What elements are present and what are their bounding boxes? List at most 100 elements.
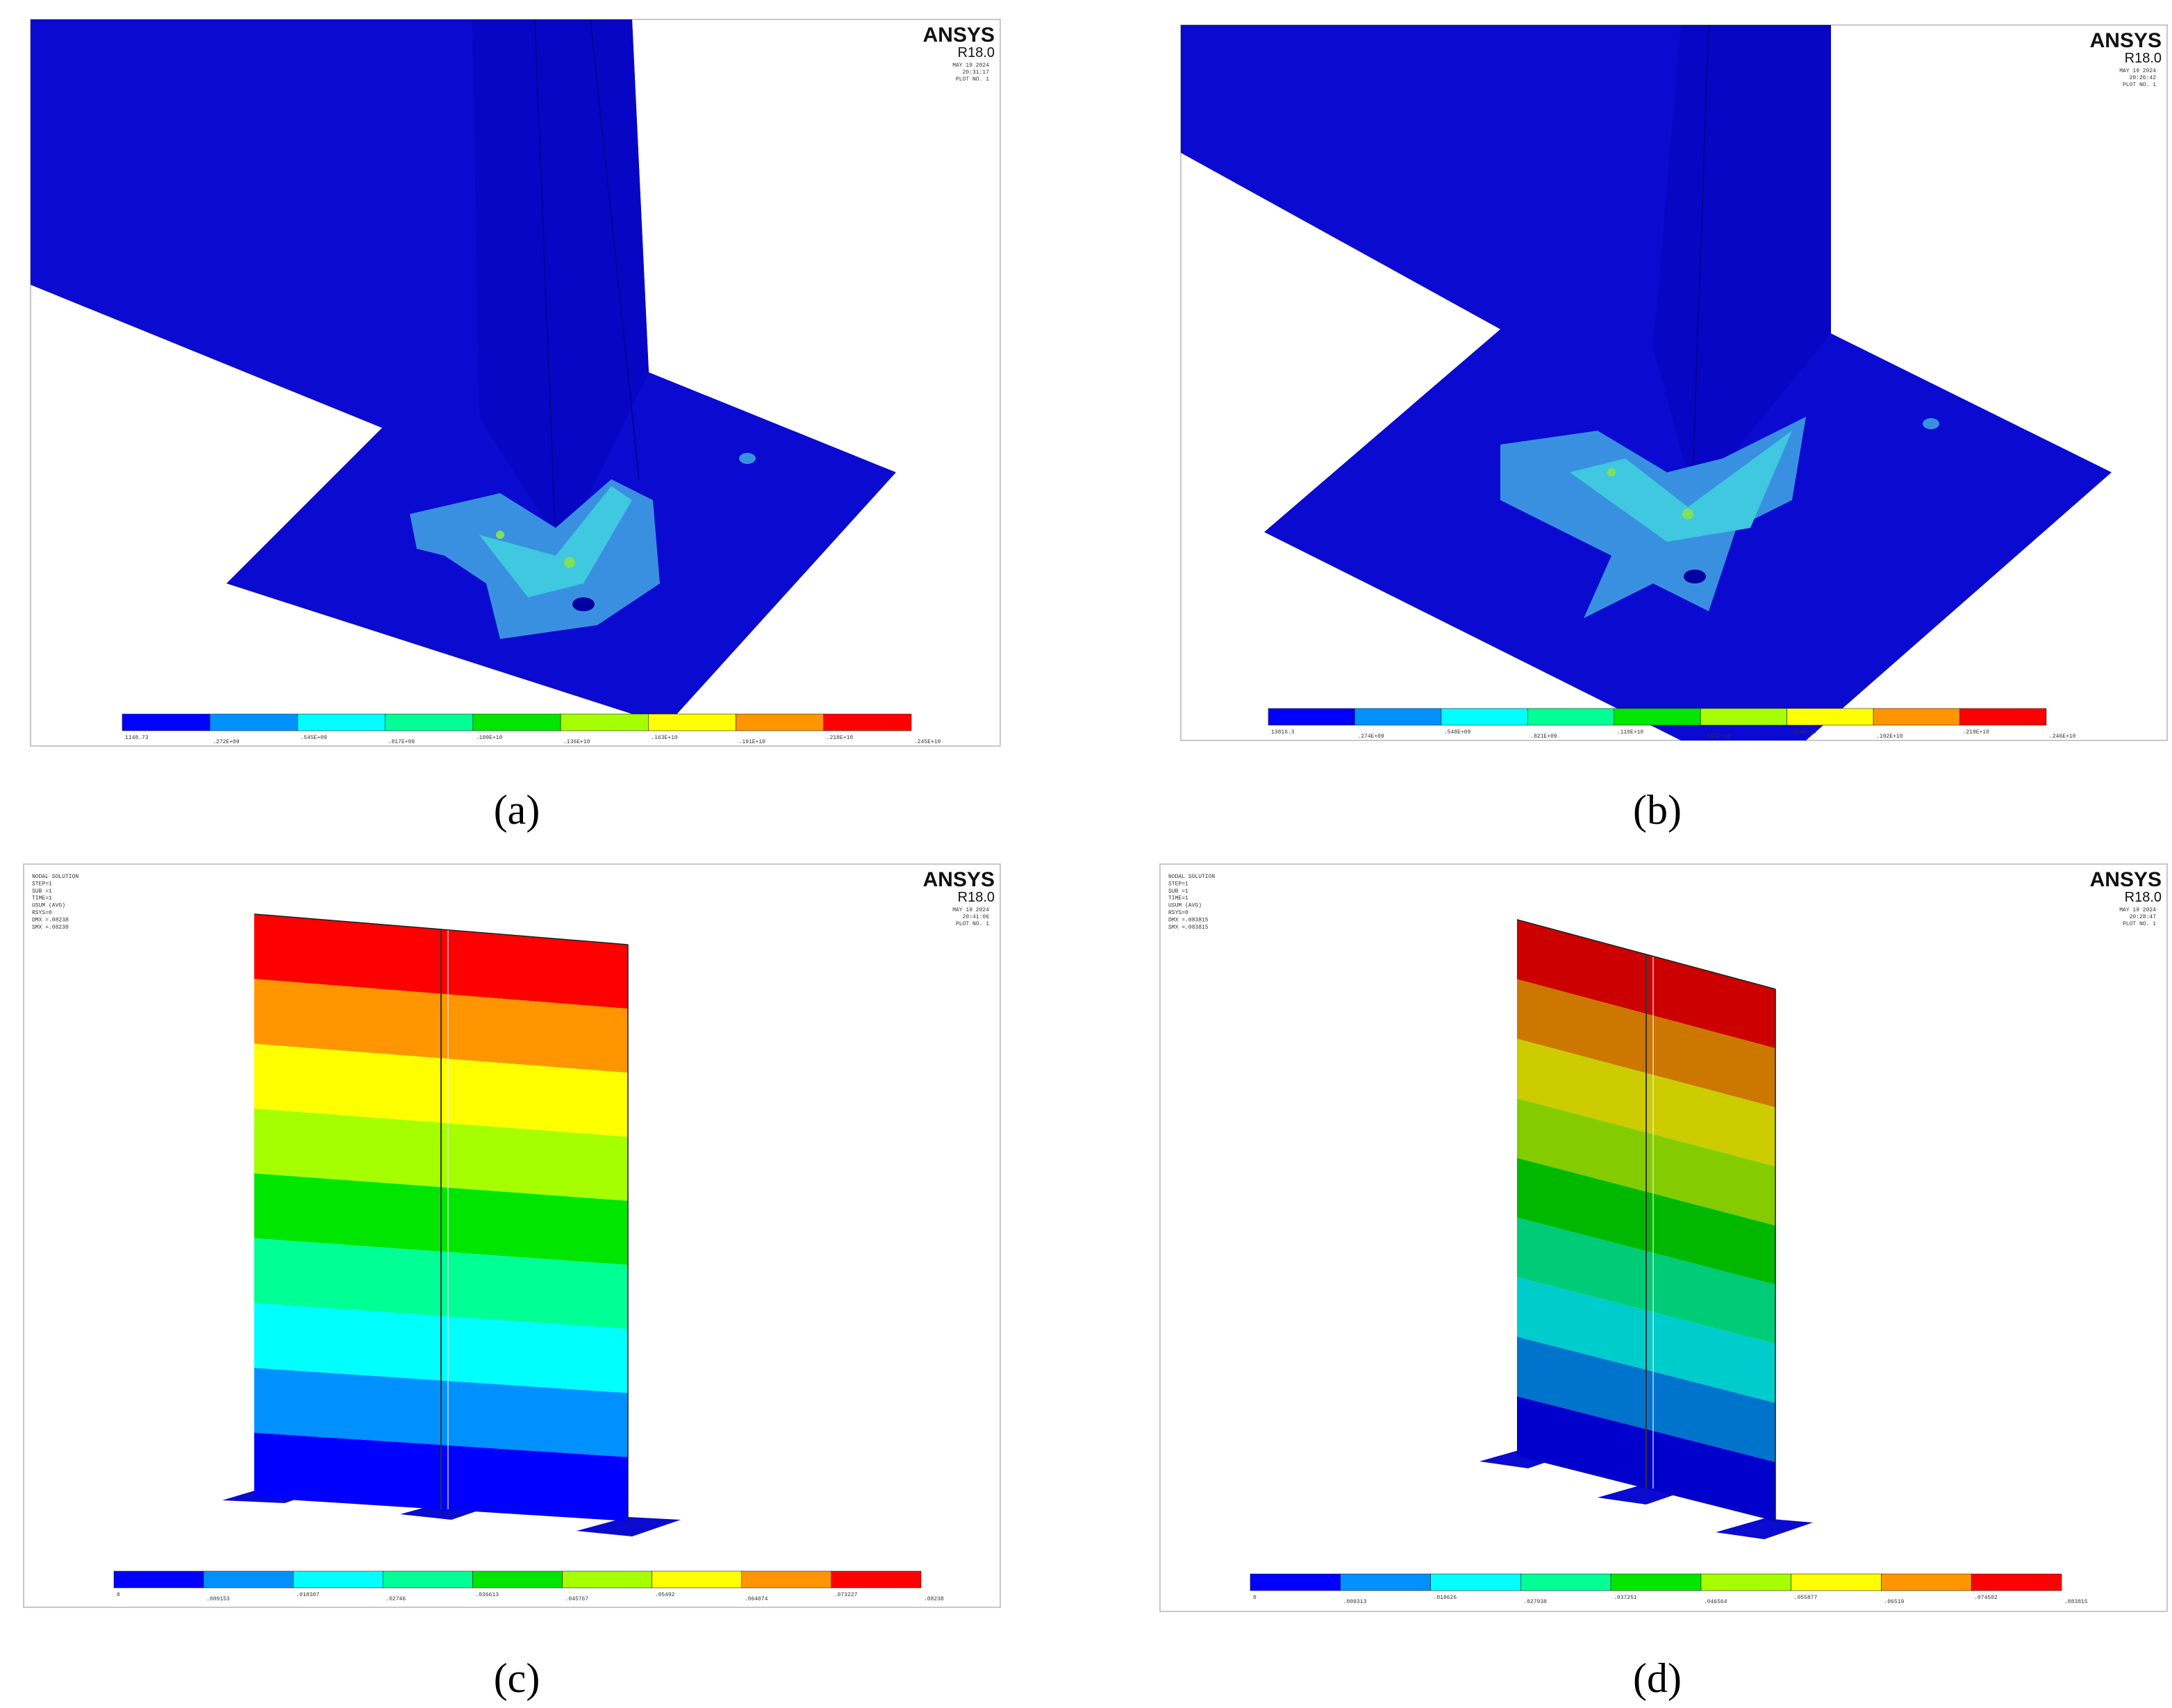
legend-swatch xyxy=(122,713,210,731)
legend-label: .109E+10 xyxy=(476,735,503,741)
legend-label: .246E+10 xyxy=(2049,733,2076,740)
legend-label: .018626 xyxy=(1434,1595,1457,1601)
edge xyxy=(1516,919,1776,990)
legend-label: .05492 xyxy=(655,1592,675,1598)
plot-number: PLOT NO. 1 xyxy=(2123,921,2156,927)
legend-label: 0 xyxy=(1253,1595,1257,1601)
time: 20:41:06 xyxy=(963,914,990,920)
legend-label: .219E+10 xyxy=(1963,729,1990,736)
legend-swatch xyxy=(1340,1573,1431,1591)
legend-swatch xyxy=(1791,1573,1882,1591)
date: MAY 19 2024 xyxy=(952,907,989,913)
legend-label: .548E+09 xyxy=(1444,729,1471,736)
logo: ANSYS xyxy=(2090,868,2162,891)
legend-swatch xyxy=(823,713,912,731)
legend-swatch xyxy=(472,713,561,731)
header-line: NODAL SOLUTION xyxy=(32,874,78,880)
legend-label: .046564 xyxy=(1704,1599,1727,1605)
header-line: SMX =.08238 xyxy=(32,925,69,931)
panel-label: (c) xyxy=(494,1655,540,1701)
legend-label: .045767 xyxy=(565,1596,589,1602)
legend-swatch xyxy=(203,1570,294,1589)
legend-label: .218E+10 xyxy=(827,735,854,741)
legend-label: .08238 xyxy=(924,1596,944,1602)
legend-label: 0 xyxy=(117,1592,120,1598)
legend-label: .164E+10 xyxy=(1790,729,1817,736)
header-line: TIME=1 xyxy=(32,895,52,902)
legend-swatch xyxy=(292,1570,383,1589)
header-line: RSYS=0 xyxy=(1168,910,1188,916)
legend-swatch xyxy=(648,713,736,731)
model-a xyxy=(31,19,896,725)
legend-label: 13816.3 xyxy=(1271,729,1295,736)
legend-label: .136E+10 xyxy=(563,739,590,745)
header-line: SMX =.083815 xyxy=(1168,925,1209,931)
legend-swatch xyxy=(1873,708,1960,726)
legend-swatch xyxy=(472,1570,563,1589)
legend-label: .245E+10 xyxy=(914,739,941,745)
legend-swatch xyxy=(652,1570,743,1589)
logo: ANSYS xyxy=(2090,29,2162,52)
legend-swatch xyxy=(1700,1573,1791,1591)
legend-label: .06519 xyxy=(1884,1599,1904,1605)
plot-number: PLOT NO. 1 xyxy=(2123,82,2156,88)
panel-label: (d) xyxy=(1633,1655,1682,1701)
legend-label: .274E+09 xyxy=(1357,733,1384,740)
legend-label: .037251 xyxy=(1614,1595,1637,1601)
legend-label: .009153 xyxy=(206,1596,230,1602)
panel-label: (b) xyxy=(1633,787,1682,833)
legend-swatch xyxy=(1786,708,1874,726)
walls xyxy=(254,913,1776,1521)
version: R18.0 xyxy=(958,890,995,905)
header-line: RSYS=0 xyxy=(32,910,52,916)
legend-swatch xyxy=(1520,1573,1611,1591)
legend-label: .272E+09 xyxy=(213,739,240,745)
legend-label: .817E+09 xyxy=(388,739,415,745)
legend-label: .055877 xyxy=(1794,1595,1818,1601)
legend-label: .083815 xyxy=(2064,1599,2088,1605)
legend-label: .074502 xyxy=(1974,1595,1998,1601)
header-line: STEP=1 xyxy=(32,881,52,887)
legend-label: .02746 xyxy=(386,1596,406,1602)
date: MAY 19 2024 xyxy=(952,63,989,69)
panel-label: (a) xyxy=(494,787,540,833)
legend-swatch xyxy=(209,713,298,731)
legend-label: .018307 xyxy=(296,1592,320,1598)
legend-label: .009313 xyxy=(1343,1599,1367,1605)
time: 20:26:42 xyxy=(2130,75,2157,81)
legend-swatch xyxy=(1250,1573,1341,1591)
legend-swatch xyxy=(383,1570,473,1589)
legend-swatch xyxy=(1441,708,1528,726)
legend-swatch xyxy=(1959,708,2047,726)
version: R18.0 xyxy=(2125,51,2162,66)
header-line: USUM (AVG) xyxy=(1168,903,1202,909)
header-line: STEP=1 xyxy=(1168,881,1188,887)
legend-label: .191E+10 xyxy=(739,739,766,745)
legend-label: .192E+10 xyxy=(1876,733,1903,740)
date: MAY 19 2024 xyxy=(2119,907,2156,913)
edge xyxy=(254,913,629,945)
version: R18.0 xyxy=(958,45,995,60)
legend-swatch xyxy=(560,713,649,731)
legend-swatch xyxy=(1881,1573,1972,1591)
legend-swatch xyxy=(1430,1573,1521,1591)
date: MAY 19 2024 xyxy=(2119,68,2156,74)
legend-swatch xyxy=(562,1570,652,1589)
plot-number: PLOT NO. 1 xyxy=(956,921,989,927)
header-line: NODAL SOLUTION xyxy=(1168,874,1215,880)
header-line: TIME=1 xyxy=(1168,895,1188,902)
legend-label: .027938 xyxy=(1523,1599,1547,1605)
legend-swatch xyxy=(831,1570,922,1589)
legend-swatch xyxy=(297,713,386,731)
time: 20:31:17 xyxy=(963,69,990,76)
header-line: SUB =1 xyxy=(32,888,52,895)
logo: ANSYS xyxy=(923,868,995,891)
legend-swatch xyxy=(736,713,824,731)
legend-label: .064074 xyxy=(745,1596,768,1602)
legend-swatch xyxy=(1527,708,1615,726)
legend-label: .073227 xyxy=(834,1592,858,1598)
legend-swatch xyxy=(1354,708,1442,726)
